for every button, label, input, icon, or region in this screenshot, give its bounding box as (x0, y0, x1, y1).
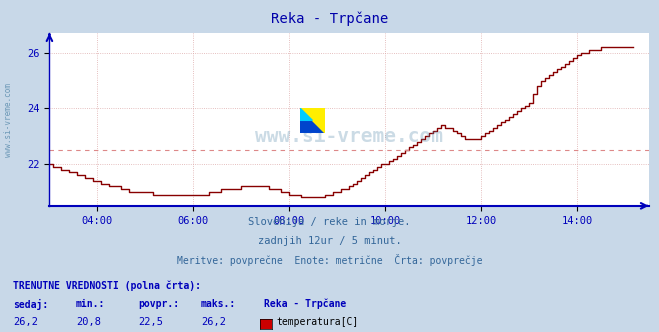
Text: 22,5: 22,5 (138, 317, 163, 327)
Text: povpr.:: povpr.: (138, 299, 179, 309)
Text: www.si-vreme.com: www.si-vreme.com (255, 127, 444, 146)
Text: TRENUTNE VREDNOSTI (polna črta):: TRENUTNE VREDNOSTI (polna črta): (13, 281, 201, 291)
Polygon shape (300, 108, 312, 121)
Text: 26,2: 26,2 (201, 317, 226, 327)
Text: Reka - Trpčane: Reka - Trpčane (271, 12, 388, 26)
Text: Reka - Trpčane: Reka - Trpčane (264, 299, 346, 309)
Text: maks.:: maks.: (201, 299, 236, 309)
Text: sedaj:: sedaj: (13, 299, 48, 310)
Text: 26,2: 26,2 (13, 317, 38, 327)
Text: Meritve: povprečne  Enote: metrične  Črta: povprečje: Meritve: povprečne Enote: metrične Črta:… (177, 254, 482, 266)
Text: min.:: min.: (76, 299, 105, 309)
Text: Slovenija / reke in morje.: Slovenija / reke in morje. (248, 217, 411, 227)
Polygon shape (300, 108, 325, 133)
Text: zadnjih 12ur / 5 minut.: zadnjih 12ur / 5 minut. (258, 236, 401, 246)
Text: www.si-vreme.com: www.si-vreme.com (4, 83, 13, 156)
Text: 20,8: 20,8 (76, 317, 101, 327)
Polygon shape (300, 108, 325, 133)
Text: temperatura[C]: temperatura[C] (277, 317, 359, 327)
